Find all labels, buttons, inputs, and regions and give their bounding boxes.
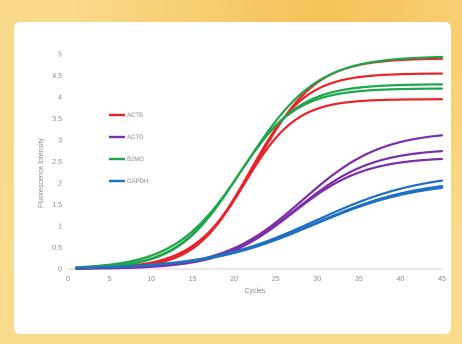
series-line-actg (75, 157, 444, 270)
x-tick-label: 30 (313, 276, 321, 283)
y-tick-label: 3 (58, 138, 62, 145)
series-line-gapdh (75, 179, 444, 269)
x-tick-label: 35 (355, 276, 363, 283)
x-tick-label: 0 (66, 276, 70, 283)
legend-label-gapdh: GAPDH (127, 179, 148, 185)
x-tick-label: 10 (147, 276, 155, 283)
y-tick-label: 3.5 (52, 116, 62, 123)
y-axis-title: Fluorescence Intensity (38, 137, 45, 208)
y-tick-label: 2.5 (52, 159, 62, 166)
y-tick-label: 0 (58, 267, 62, 274)
legend: ACTB ACTG B2MG GAPDH (109, 113, 148, 185)
chart-card (14, 22, 451, 334)
series-line-gapdh (75, 186, 444, 270)
x-tick-label: 5 (108, 276, 112, 283)
series-line-b2mg (75, 87, 444, 270)
y-tick-label: 0.5 (52, 245, 62, 252)
y-tick-label: 4 (58, 95, 62, 102)
legend-label-actb: ACTB (127, 113, 143, 119)
y-tick-label: 2 (58, 181, 62, 188)
x-tick-label: 25 (272, 276, 280, 283)
x-tick-label: 15 (189, 276, 197, 283)
x-axis-title: Cycles (244, 288, 266, 295)
y-tick-label: 1 (58, 224, 62, 231)
chart-plot: 0 0.5 1 1.5 2 2.5 3 3.5 4 4.5 5 0 5 10 15 20 25 30 35 40 45… (38, 52, 446, 296)
y-tick-label: 4.5 (52, 73, 62, 80)
x-tick-label: 40 (397, 276, 405, 283)
legend-label-actg: ACTG (127, 135, 144, 141)
x-tick-label: 45 (438, 276, 446, 283)
y-tick-label: 1.5 (52, 202, 62, 209)
series-line-actg (75, 150, 444, 270)
series-line-actb (75, 72, 444, 270)
y-tick-label: 5 (58, 52, 62, 59)
series-line-b2mg (75, 83, 444, 270)
legend-label-b2mg: B2MG (127, 157, 144, 163)
x-tick-labels: 0 5 10 15 20 25 30 35 40 45 (66, 276, 446, 283)
x-tick-label: 20 (230, 276, 238, 283)
y-tick-labels: 0 0.5 1 1.5 2 2.5 3 3.5 4 4.5 5 (52, 52, 62, 274)
series-lines (75, 55, 444, 270)
